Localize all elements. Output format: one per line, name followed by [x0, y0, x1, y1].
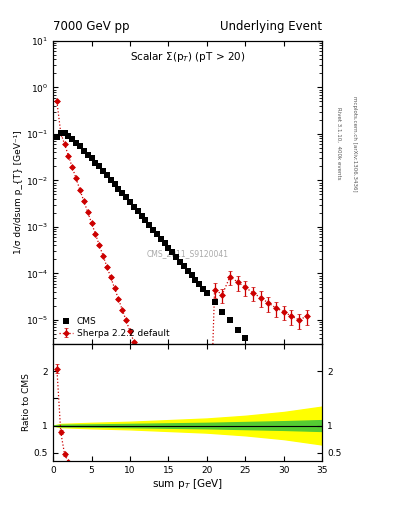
Text: Scalar $\Sigma$(p$_T$) (pT > 20): Scalar $\Sigma$(p$_T$) (pT > 20)	[130, 50, 245, 64]
Y-axis label: 1/σ dσ/dsum p_{T} [GeV⁻¹]: 1/σ dσ/dsum p_{T} [GeV⁻¹]	[14, 131, 23, 254]
CMS	[59, 130, 63, 136]
CMS	[174, 254, 178, 260]
CMS	[220, 309, 225, 315]
Text: Rivet 3.1.10,  400k events: Rivet 3.1.10, 400k events	[336, 107, 341, 180]
X-axis label: sum p$_T$ [GeV]: sum p$_T$ [GeV]	[152, 477, 223, 492]
CMS	[185, 268, 190, 274]
Text: mcplots.cern.ch [arXiv:1306.3436]: mcplots.cern.ch [arXiv:1306.3436]	[352, 96, 357, 191]
Legend: CMS, Sherpa 2.2.2 default: CMS, Sherpa 2.2.2 default	[57, 315, 171, 339]
Line: CMS: CMS	[54, 130, 310, 412]
Text: CMS_2011_S9120041: CMS_2011_S9120041	[147, 249, 229, 258]
Text: 7000 GeV pp: 7000 GeV pp	[53, 20, 130, 33]
CMS	[55, 134, 59, 140]
CMS	[266, 361, 271, 368]
CMS	[112, 181, 117, 187]
Text: Underlying Event: Underlying Event	[220, 20, 322, 33]
CMS	[305, 406, 309, 412]
CMS	[178, 259, 182, 265]
Y-axis label: Ratio to CMS: Ratio to CMS	[22, 374, 31, 432]
